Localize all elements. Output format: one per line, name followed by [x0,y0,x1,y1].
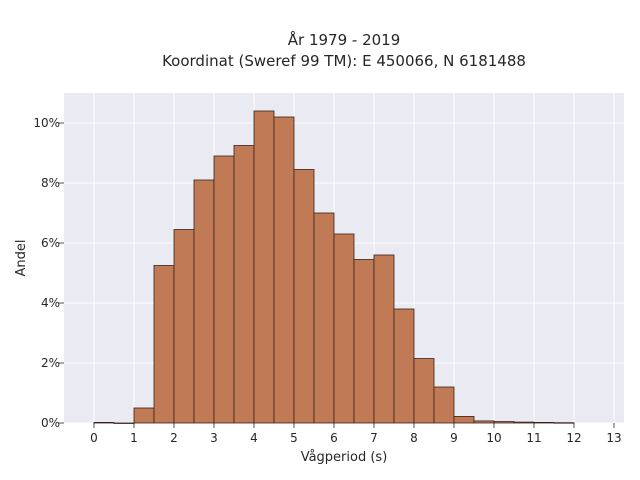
histogram-bar [393,308,415,424]
x-tick-label: 7 [370,431,378,445]
x-axis-label: Vågperiod (s) [301,450,388,465]
x-tick-label: 12 [566,431,581,445]
histogram-bar [333,233,355,424]
histogram-bar [273,116,295,424]
histogram-bar [293,169,315,424]
y-tick-label: 0% [41,416,60,430]
y-tick-label: 10% [33,116,60,130]
x-tick-label: 1 [130,431,138,445]
y-axis-label: Andel [14,240,29,277]
histogram-bar [373,254,395,424]
histogram-bar [193,179,215,424]
histogram-bar [233,145,255,424]
y-tick-label: 8% [41,176,60,190]
x-tick-label: 10 [486,431,501,445]
histogram-bar [93,421,115,424]
x-tick-label: 4 [250,431,258,445]
histogram-bars [93,110,575,424]
x-tick-label: 3 [210,431,218,445]
histogram-bar [353,259,375,424]
y-axis-ticks: 0% 2% 4% 6% 8% 10% [33,116,64,430]
histogram-bar [473,420,495,424]
chart-title-line-1: År 1979 - 2019 [288,30,401,49]
histogram-bar [133,407,155,424]
histogram-bar [553,422,575,424]
histogram-bar [313,212,335,424]
histogram-bar [433,386,455,424]
x-tick-label: 11 [526,431,541,445]
x-tick-label: 0 [90,431,98,445]
histogram-bar [153,265,175,424]
x-tick-label: 13 [606,431,621,445]
x-tick-label: 9 [450,431,458,445]
y-tick-label: 6% [41,236,60,250]
histogram-bar [453,415,475,424]
x-tick-label: 2 [170,431,178,445]
x-axis-ticks: 0 1 2 3 4 5 6 7 8 9 10 11 12 13 [90,423,622,445]
x-tick-label: 8 [410,431,418,445]
histogram-bar [513,421,535,424]
x-tick-label: 6 [330,431,338,445]
histogram-bar [173,229,195,424]
chart-title-line-2: Koordinat (Sweref 99 TM): E 450066, N 61… [162,52,526,70]
histogram-bar [213,155,235,424]
x-tick-label: 5 [290,431,298,445]
histogram-bar [413,358,435,424]
histogram-bar [113,422,135,424]
y-tick-label: 4% [41,296,60,310]
histogram-bar [253,110,275,424]
histogram-bar [493,421,515,424]
histogram-bar [533,421,555,424]
y-tick-label: 2% [41,356,60,370]
